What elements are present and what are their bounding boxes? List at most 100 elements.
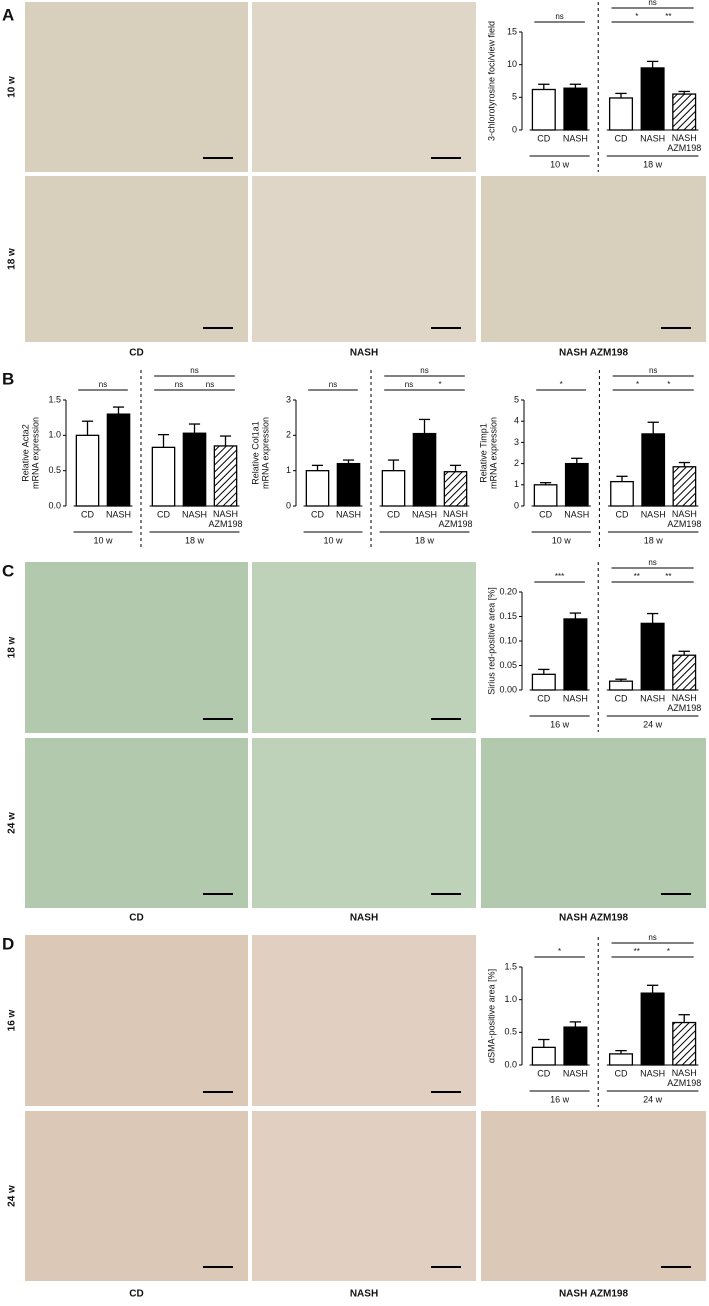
x-tick-label: CD: [537, 133, 550, 143]
column-label: NASH: [350, 913, 378, 924]
x-tick-label: CD: [81, 509, 94, 519]
y-tick-label: 1: [286, 465, 291, 475]
micrograph: [252, 562, 476, 733]
micrograph: [25, 176, 248, 342]
group-label: 18 w: [644, 535, 664, 545]
bar: [608, 680, 634, 691]
column-label: NASH AZM198: [559, 348, 629, 359]
bar: [182, 432, 207, 507]
y-tick-label: 0.20: [499, 586, 517, 596]
significance-label: **: [634, 572, 640, 581]
bar: [563, 87, 588, 131]
y-axis-label: Sirius red-positive area [%]: [486, 587, 496, 695]
x-tick-label: NASH: [641, 509, 666, 519]
significance-label: ns: [648, 0, 656, 7]
x-tick-label: NASH: [640, 133, 665, 143]
bar: [75, 434, 100, 507]
panel-letter: B: [2, 369, 14, 388]
bar: [610, 480, 634, 507]
group-label: 18 w: [415, 535, 435, 545]
column-label: NASH AZM198: [559, 1289, 629, 1300]
bar: [533, 484, 558, 507]
bar: [608, 1053, 634, 1066]
column-label: CD: [129, 1289, 143, 1300]
significance-label: **: [665, 572, 671, 581]
y-tick-label: 1.5: [48, 394, 61, 404]
x-tick-label: NASH: [563, 1068, 588, 1078]
x-tick-label: NASH AZM198: [667, 1068, 701, 1088]
y-tick-label: 0.5: [504, 1027, 517, 1037]
y-tick-label: 0.10: [499, 635, 517, 645]
x-tick-label: CD: [615, 693, 628, 703]
y-axis-label: αSMA-positive area [%]: [486, 969, 496, 1063]
x-tick-label: CD: [311, 509, 324, 519]
x-tick-label: CD: [537, 693, 550, 703]
significance-label: ns: [648, 933, 656, 942]
significance-label: *: [558, 947, 561, 956]
y-tick-label: 1.5: [504, 961, 517, 971]
group-label: 18 w: [185, 535, 205, 545]
row-label: 16 w: [7, 1009, 18, 1031]
row-label: 24 w: [7, 1185, 18, 1207]
group-label: 18 w: [643, 159, 663, 169]
y-tick-label: 0.00: [499, 684, 517, 694]
significance-label: **: [665, 12, 671, 21]
y-tick-label: 3: [514, 437, 519, 447]
x-tick-label: CD: [616, 509, 629, 519]
x-tick-label: NASH AZM198: [208, 509, 242, 529]
panel-letter: D: [2, 934, 14, 953]
y-tick-label: 3: [286, 394, 291, 404]
row-label: 18 w: [7, 636, 18, 658]
bar: [381, 470, 406, 507]
y-tick-label: 15: [507, 26, 517, 36]
micrograph: [481, 738, 706, 908]
micrograph: [252, 176, 476, 342]
bar: [305, 470, 330, 507]
bar: [640, 622, 665, 691]
bar: [531, 1046, 556, 1066]
y-axis-label: Relative Acta2: [20, 424, 30, 482]
y-tick-label: 5: [514, 394, 519, 404]
x-tick-label: CD: [537, 1068, 550, 1078]
panel-letter: A: [2, 5, 14, 24]
column-label: NASH AZM198: [559, 913, 629, 924]
group-label: 10 w: [323, 535, 343, 545]
row-label: 24 w: [7, 812, 18, 834]
bar: [531, 673, 556, 691]
micrograph: [25, 2, 248, 172]
significance-label: ns: [190, 366, 198, 375]
micrograph: [252, 1111, 476, 1281]
row-label: 18 w: [7, 248, 18, 270]
panel-letter: C: [2, 561, 14, 580]
y-tick-label: 1: [514, 479, 519, 489]
bar: [640, 992, 665, 1066]
bar: [672, 93, 697, 131]
micrograph: [252, 935, 476, 1106]
x-tick-label: NASH AZM198: [667, 133, 701, 153]
x-tick-label: CD: [387, 509, 400, 519]
x-tick-label: NASH: [640, 1068, 665, 1078]
column-label: CD: [129, 913, 143, 924]
x-tick-label: CD: [539, 509, 552, 519]
bar: [213, 445, 238, 507]
y-tick-label: 4: [514, 416, 519, 426]
x-tick-label: NASH: [640, 693, 665, 703]
micrograph: [252, 738, 476, 908]
significance-label: ns: [649, 366, 657, 375]
y-tick-label: 10: [507, 59, 517, 69]
y-tick-label: 2: [286, 430, 291, 440]
group-label: 16 w: [550, 1094, 570, 1104]
y-tick-label: 0.15: [499, 611, 517, 621]
significance-label: *: [438, 380, 441, 389]
x-tick-label: CD: [615, 1068, 628, 1078]
bar: [640, 67, 665, 131]
y-axis-label: Relative Col1a1: [250, 421, 260, 485]
x-tick-label: NASH AZM198: [438, 509, 472, 529]
group-label: 16 w: [550, 719, 570, 729]
x-tick-label: NASH: [412, 509, 437, 519]
y-axis-label: mRNA expression: [488, 417, 498, 489]
significance-label: *: [667, 380, 670, 389]
micrograph: [252, 2, 476, 172]
x-tick-label: NASH: [182, 509, 207, 519]
bar: [563, 618, 588, 691]
